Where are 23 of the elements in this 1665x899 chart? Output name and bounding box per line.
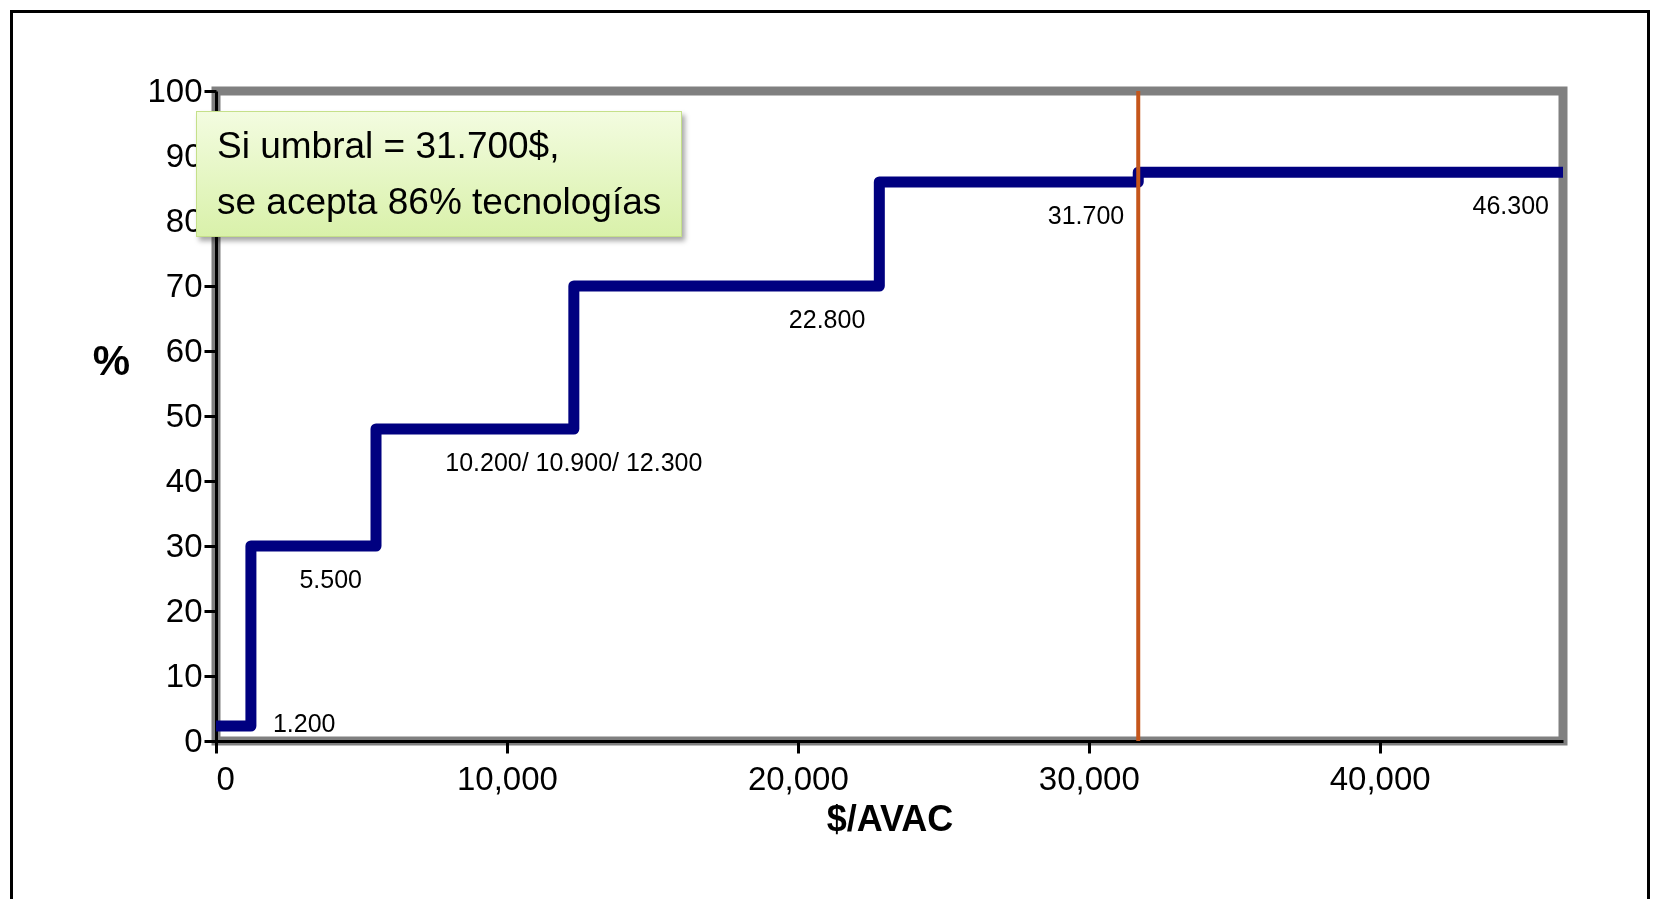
- annotation: 1.200: [272, 709, 336, 738]
- annotation: 46.300: [1472, 191, 1549, 220]
- y-tick-label: 50: [165, 396, 203, 434]
- y-tick-label: 70: [165, 266, 203, 304]
- x-tick-label: 10,000: [456, 759, 558, 797]
- annotation: 31.700: [1047, 201, 1125, 229]
- y-tick-label: 40: [165, 461, 203, 499]
- y-tick-label: 0: [184, 721, 203, 759]
- y-tick-label: 30: [165, 526, 203, 564]
- y-axis-title: %: [92, 337, 131, 384]
- x-tick-label: 20,000: [747, 759, 849, 797]
- y-tick-label: 10: [165, 656, 203, 694]
- x-tick-label: 0: [216, 759, 235, 797]
- annotation: 5.500: [299, 565, 363, 593]
- x-tick-label: 30,000: [1038, 759, 1140, 797]
- y-tick-label: 100: [147, 71, 203, 109]
- annotation: 22.800: [788, 305, 866, 333]
- y-tick-label: 60: [165, 331, 203, 369]
- x-axis-title: $/AVAC: [826, 797, 954, 839]
- annotation: 10.200/ 10.900/ 12.300: [445, 448, 703, 476]
- x-tick-label: 40,000: [1329, 759, 1431, 797]
- y-tick-label: 20: [165, 591, 203, 629]
- annotation: Si umbral = 31.700$, se acepta 86% tecnologías: [217, 125, 662, 222]
